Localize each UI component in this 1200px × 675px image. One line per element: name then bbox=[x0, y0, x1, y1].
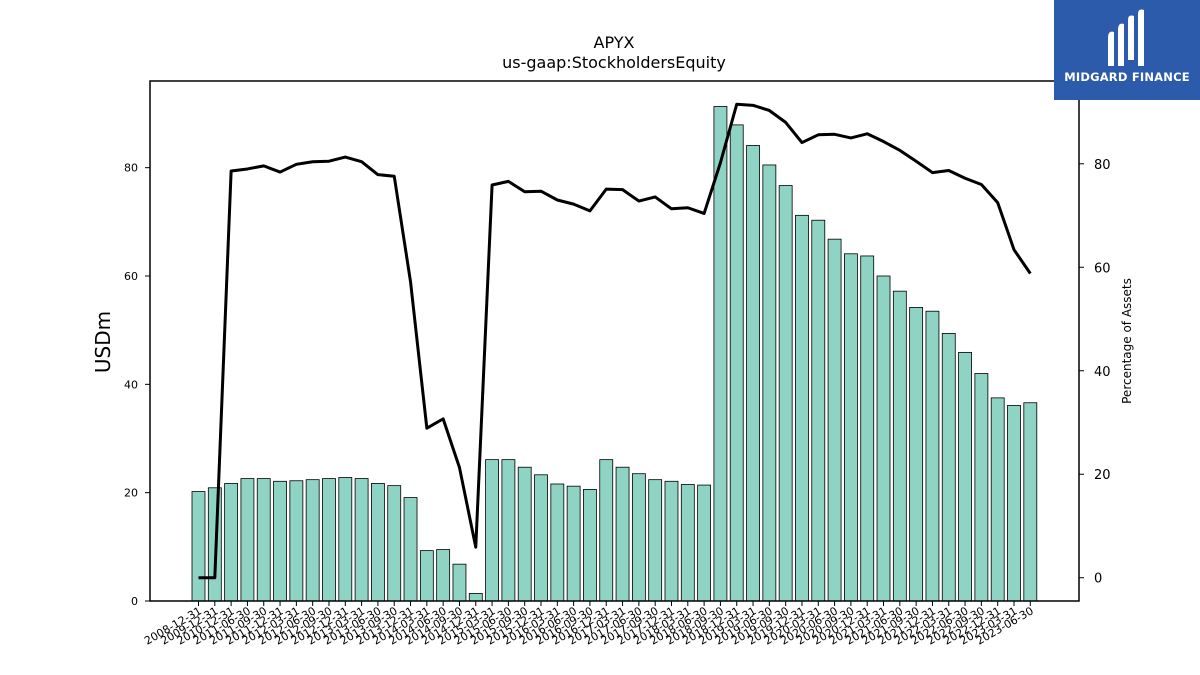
bar bbox=[697, 484, 712, 602]
bar bbox=[224, 483, 239, 602]
bar bbox=[354, 478, 369, 602]
y2-tick-label: 80 bbox=[1094, 158, 1111, 173]
bar bbox=[778, 185, 793, 602]
bar bbox=[371, 483, 385, 602]
bar bbox=[468, 593, 483, 602]
y-tick-label: 0 bbox=[131, 595, 138, 608]
bar bbox=[844, 253, 858, 602]
bar bbox=[892, 290, 907, 602]
bar bbox=[289, 480, 304, 602]
bar bbox=[550, 483, 565, 602]
y-tick-label: 80 bbox=[124, 162, 138, 175]
y-tick-label: 20 bbox=[124, 487, 138, 500]
y2-tick-label: 20 bbox=[1094, 468, 1111, 483]
chart-subtitle: us-gaap:StockholdersEquity bbox=[502, 53, 726, 72]
bar bbox=[273, 480, 287, 602]
bar bbox=[240, 478, 255, 602]
bar bbox=[958, 351, 972, 602]
bar bbox=[631, 473, 646, 602]
bar bbox=[664, 480, 679, 602]
bar bbox=[811, 219, 826, 602]
y-axis-label: USDm bbox=[91, 311, 115, 373]
percentage-line bbox=[198, 102, 1032, 580]
bar bbox=[305, 479, 320, 602]
bar bbox=[941, 333, 956, 602]
bar bbox=[191, 491, 206, 602]
bar bbox=[876, 275, 891, 602]
y2-axis-label: Percentage of Assets bbox=[1120, 278, 1134, 404]
bar bbox=[436, 549, 451, 602]
brand-name: MIDGARD FINANCE bbox=[1064, 70, 1190, 84]
brand-logo: MIDGARD FINANCE bbox=[1054, 0, 1200, 100]
y2-tick-label: 60 bbox=[1094, 261, 1111, 276]
bar bbox=[403, 497, 418, 602]
chart-title: APYX bbox=[594, 33, 635, 52]
plot-frame bbox=[149, 80, 1080, 602]
bar bbox=[517, 466, 532, 602]
y-tick-label: 40 bbox=[124, 378, 138, 391]
bar bbox=[974, 373, 989, 602]
bar-group bbox=[191, 106, 1038, 602]
bar bbox=[1007, 405, 1021, 602]
bar bbox=[583, 489, 597, 602]
bar bbox=[762, 164, 777, 602]
bar bbox=[860, 255, 875, 602]
bar bbox=[338, 477, 353, 602]
x-axis: 2008-12-312009-12-312010-12-312011-06-30… bbox=[142, 601, 1036, 648]
bar bbox=[827, 238, 842, 602]
bar bbox=[680, 484, 695, 602]
bar bbox=[322, 478, 336, 602]
bar bbox=[387, 485, 402, 602]
y-axis-left: 0 20 40 60 80 bbox=[124, 162, 150, 608]
midgard-logo-icon bbox=[1108, 9, 1144, 67]
y-tick-label: 60 bbox=[124, 270, 138, 283]
bar bbox=[795, 214, 809, 602]
bar bbox=[599, 459, 614, 602]
bar bbox=[256, 478, 271, 602]
bar bbox=[990, 397, 1005, 602]
y2-tick-label: 40 bbox=[1094, 365, 1111, 380]
bar bbox=[746, 145, 760, 602]
bar bbox=[501, 459, 516, 602]
bar bbox=[534, 474, 548, 602]
bar bbox=[566, 485, 581, 602]
bar bbox=[419, 550, 434, 602]
bar bbox=[909, 307, 924, 602]
bar bbox=[452, 563, 467, 602]
bar bbox=[485, 459, 499, 602]
y-axis-right: 0 20 40 60 80 bbox=[1079, 158, 1111, 587]
y2-tick-label: 0 bbox=[1094, 572, 1102, 587]
bar bbox=[648, 479, 663, 602]
bar bbox=[615, 466, 630, 602]
bar bbox=[925, 310, 940, 602]
bar bbox=[729, 124, 744, 602]
bar bbox=[1023, 402, 1038, 602]
